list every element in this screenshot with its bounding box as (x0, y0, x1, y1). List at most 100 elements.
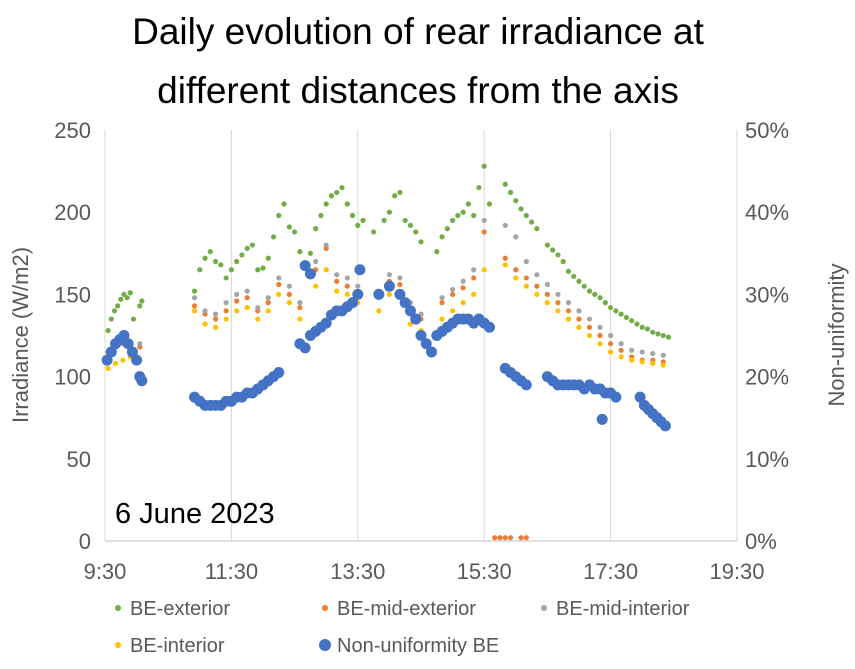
data-point (586, 332, 593, 339)
data-point (344, 201, 350, 207)
data-point (450, 217, 456, 224)
data-point (130, 316, 137, 322)
data-point (550, 247, 556, 253)
axes: 9:30 11:30 13:30 15:30 17:30 19:30 0 50 100 150 20… (54, 118, 789, 584)
data-point (223, 275, 229, 281)
data-point (334, 189, 340, 196)
data-point (260, 265, 266, 271)
data-point (565, 316, 572, 322)
legend-marker (541, 605, 547, 611)
series-be-interior (105, 262, 666, 371)
data-point (307, 250, 313, 256)
series-be-exterior (105, 163, 672, 340)
y2-tick-label: 40% (745, 200, 789, 225)
data-point (402, 217, 408, 224)
data-point (618, 341, 624, 347)
data-point (634, 391, 646, 403)
data-point (399, 297, 411, 309)
data-point (137, 303, 143, 309)
data-point (523, 283, 529, 289)
data-point (497, 535, 503, 541)
data-point (650, 329, 656, 335)
data-point (349, 212, 356, 219)
y2-tick-label: 10% (745, 447, 789, 472)
data-point (471, 212, 477, 219)
y2-tick-label: 20% (745, 365, 789, 390)
data-point (659, 420, 671, 432)
data-point (450, 286, 456, 293)
data-point (101, 354, 113, 366)
data-point (286, 291, 292, 297)
data-point (523, 275, 529, 281)
data-point (618, 347, 624, 353)
data-point (355, 283, 361, 289)
data-point (297, 249, 303, 255)
data-point (386, 209, 392, 215)
data-point (213, 316, 219, 322)
y-axis-label: Irradiance (W/m2) (8, 247, 33, 423)
data-point (270, 234, 277, 240)
data-point (492, 535, 498, 541)
data-point (629, 318, 635, 324)
legend-label: BE-interior (130, 635, 225, 657)
data-point (597, 295, 603, 301)
data-point (392, 193, 398, 199)
data-point (394, 288, 406, 300)
data-point (460, 278, 466, 284)
data-point (507, 189, 514, 196)
data-point (629, 357, 635, 363)
data-point (244, 288, 250, 294)
data-point (426, 346, 438, 358)
x-tick-label: 19:30 (709, 559, 764, 584)
data-point (518, 535, 524, 541)
data-point (534, 291, 540, 297)
data-point (344, 275, 350, 281)
data-point (576, 278, 582, 284)
data-point (513, 234, 519, 240)
data-point (276, 275, 282, 281)
data-point (213, 324, 219, 330)
data-point (608, 304, 614, 311)
data-point (650, 360, 656, 367)
data-point (373, 288, 385, 300)
data-point (234, 291, 240, 297)
data-point (115, 303, 121, 309)
data-point (534, 272, 540, 278)
data-point (344, 283, 350, 289)
data-point (207, 249, 213, 255)
data-point (126, 346, 138, 358)
data-point (513, 275, 519, 281)
data-point (586, 316, 593, 322)
data-point (502, 255, 508, 261)
data-point (576, 316, 582, 322)
data-point (613, 308, 619, 314)
data-point (450, 291, 456, 297)
data-point (555, 252, 561, 258)
legend-label: BE-mid-exterior (337, 598, 476, 620)
data-point (344, 291, 350, 297)
y2-axis-label: Non-uniformity (824, 263, 849, 406)
data-point (502, 222, 508, 228)
data-point (191, 303, 198, 309)
data-point (471, 275, 477, 281)
data-point (313, 226, 319, 232)
data-point (597, 332, 603, 339)
data-point (481, 163, 487, 169)
y-tick-label: 250 (54, 118, 91, 143)
legend-marker (115, 642, 121, 648)
data-point (276, 281, 282, 288)
data-point (191, 288, 198, 294)
data-point (228, 267, 234, 273)
data-point (397, 281, 403, 288)
data-point (586, 324, 593, 330)
data-point (299, 342, 311, 354)
data-point (523, 258, 529, 265)
y-tick-label: 100 (54, 365, 91, 390)
data-point (565, 300, 572, 306)
data-point (639, 324, 645, 330)
data-point (334, 288, 340, 294)
data-point (118, 296, 124, 302)
data-point (602, 300, 608, 306)
data-point (213, 258, 219, 265)
data-point (596, 413, 608, 425)
